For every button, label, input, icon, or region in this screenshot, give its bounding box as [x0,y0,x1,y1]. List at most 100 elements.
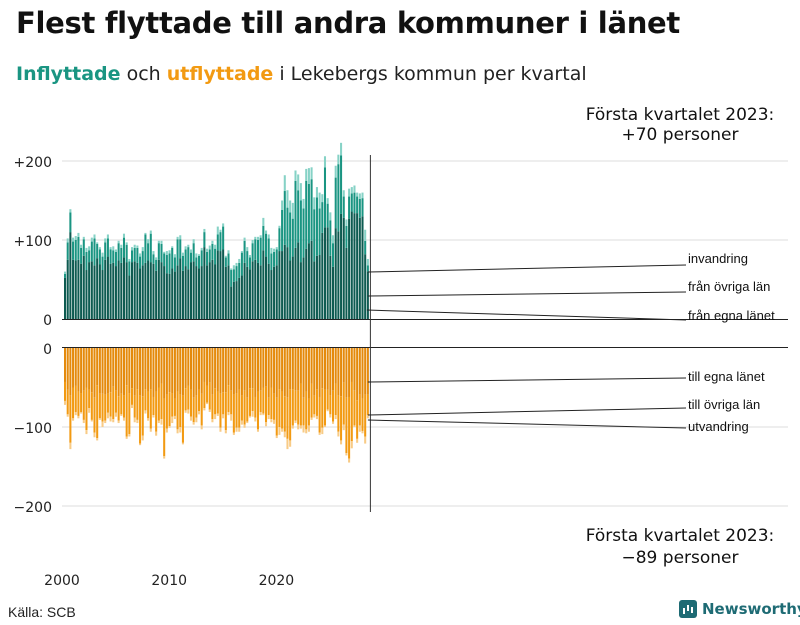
bar-out-utvandring [243,424,246,428]
bar-in-invandring [361,192,364,199]
bar-in-ovriga [96,243,99,259]
bar-in-invandring [337,154,340,165]
bar-in-invandring [168,250,171,254]
bar-in-egna [265,256,268,319]
bar-out-utvandring [106,412,109,419]
bar-out-egna [77,348,80,392]
bar-out-egna [211,348,214,395]
bar-out-egna [267,348,270,398]
x-tick-label: 2020 [259,573,295,589]
bar-out-utvandring [251,411,254,417]
bar-out-egna [366,348,369,395]
bar-in-ovriga [144,234,147,263]
bar-in-egna [155,270,158,319]
bar-out-utvandring [267,415,270,420]
bar-in-invandring [345,219,348,226]
bar-out-egna [262,348,265,388]
bar-out-egna [206,348,209,386]
legend-till-egna-lanet-leader [367,377,687,383]
bar-in-invandring [321,194,324,203]
bar-out-utvandring [173,415,176,420]
bar-in-invandring [80,244,83,248]
bar-in-egna [227,265,230,319]
bar-in-ovriga [200,250,203,267]
bar-in-invandring [294,170,297,181]
subtitle-inflyttade: Inflyttade [16,63,121,85]
bar-in-invandring [122,233,126,238]
bar-out-utvandring [310,417,313,420]
bar-in-ovriga [192,243,195,262]
bar-in-egna [235,281,238,319]
bar-out-egna [104,348,107,395]
bar-out-utvandring [232,432,235,435]
bar-out-utvandring [307,425,310,432]
bar-out-utvandring [72,418,75,421]
bar-in-egna [321,232,324,319]
bar-in-egna [291,256,294,319]
bar-out-egna [235,348,238,394]
bar-in-ovriga [214,248,217,265]
bar-in-ovriga [318,208,321,256]
bar-out-utvandring [147,418,150,421]
bar-out-utvandring [98,418,101,420]
legend-fran-ovriga-lan-leader [367,291,687,297]
bar-in-invandring [278,225,281,229]
bar-in-egna [358,217,361,319]
legend-invandring-leader [367,264,687,273]
bar-in-egna [315,255,318,319]
bar-out-egna [165,348,168,395]
bar-out-ovriga [243,390,246,425]
source-note: Källa: SCB [8,604,76,620]
bar-out-utvandring [184,410,187,413]
bar-out-egna [313,348,316,396]
bar-out-ovriga [80,393,83,412]
bar-out-ovriga [342,382,345,425]
bar-out-egna [230,348,233,391]
bar-in-egna [219,251,222,319]
bar-out-ovriga [157,387,160,421]
bar-in-ovriga [165,255,168,274]
bar-in-egna [106,256,109,319]
bar-in-ovriga [128,261,131,276]
bar-out-ovriga [216,391,219,414]
bar-out-utvandring [114,412,117,417]
bar-out-ovriga [345,397,348,454]
bar-out-ovriga [125,385,128,437]
bar-out-egna [323,348,327,390]
bar-in-egna [270,270,273,319]
bar-out-ovriga [270,387,273,420]
bar-out-utvandring [265,422,268,427]
bar-in-invandring [299,183,302,201]
bar-out-egna [248,348,251,389]
bar-out-utvandring [281,428,284,432]
bar-in-invandring [342,190,345,197]
bar-in-egna [160,262,163,319]
bar-out-egna [173,348,176,399]
bar-in-invandring [230,268,233,271]
bar-out-egna [88,348,91,390]
bar-out-ovriga [350,381,353,442]
bar-out-ovriga [179,394,182,427]
bar-in-ovriga [157,243,160,260]
bar-in-ovriga [208,249,211,263]
bar-out-egna [144,348,147,390]
bar-out-utvandring [332,421,335,424]
bar-in-invandring [179,235,182,240]
bar-out-ovriga [203,381,206,409]
chart-title: Flest flyttade till andra kommuner i län… [16,6,680,40]
bar-out-ovriga [286,397,289,439]
bar-in-invandring [192,239,195,244]
bar-in-ovriga [265,233,268,257]
bar-out-utvandring [305,429,308,434]
bar-out-ovriga [353,390,356,426]
bar-out-utvandring [109,416,112,422]
bar-in-invandring [181,252,184,256]
bar-in-ovriga [120,247,123,263]
bar-out-egna [364,348,367,395]
bar-in-egna [224,266,227,319]
bar-in-egna [286,247,289,319]
bar-in-invandring [214,244,217,249]
bar-in-egna [238,277,241,319]
bar-out-utvandring [200,425,203,430]
bar-out-ovriga [299,383,302,426]
